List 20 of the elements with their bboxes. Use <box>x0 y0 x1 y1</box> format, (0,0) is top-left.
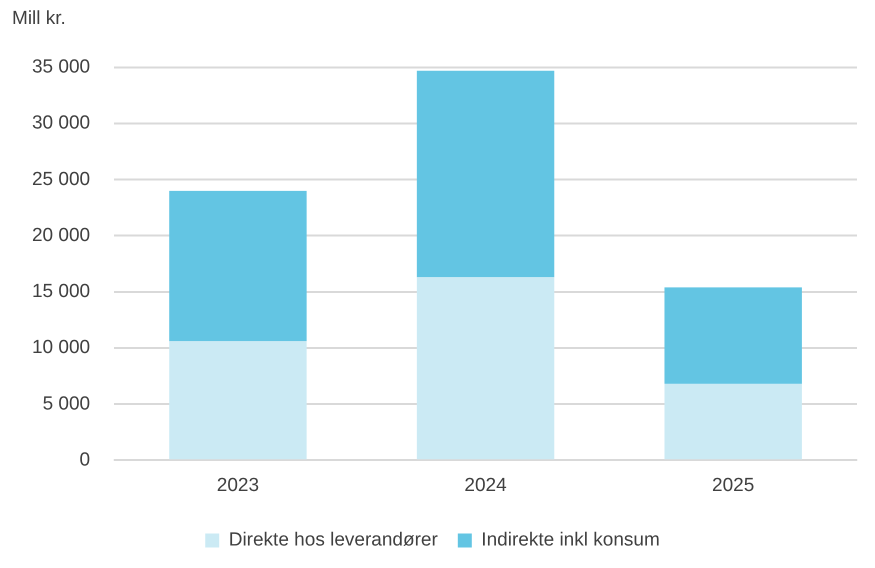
y-tick-label: 15 000 <box>32 281 90 302</box>
y-tick-label: 25 000 <box>32 168 90 190</box>
y-tick-label: 30 000 <box>32 112 90 134</box>
x-tick-label: 2024 <box>464 474 508 496</box>
x-tick-label: 2025 <box>712 474 754 496</box>
bar <box>664 287 802 384</box>
bar <box>416 277 554 460</box>
legend-label: Direkte hos leverandører <box>228 530 438 551</box>
bar <box>169 190 307 342</box>
bar <box>664 384 802 460</box>
y-tick-label: 10 000 <box>32 337 90 358</box>
y-tick-label: 20 000 <box>32 224 90 246</box>
bar <box>169 341 307 460</box>
x-tick-label: 2023 <box>216 474 260 496</box>
y-tick-label: 5 000 <box>42 393 90 414</box>
y-tick-label: 35 000 <box>32 56 90 78</box>
y-axis-title: Mill kr. <box>11 8 67 31</box>
legend-label: Indirekte inkl konsum <box>481 530 660 551</box>
bar <box>416 70 554 278</box>
y-tick-label: 0 <box>80 449 90 470</box>
